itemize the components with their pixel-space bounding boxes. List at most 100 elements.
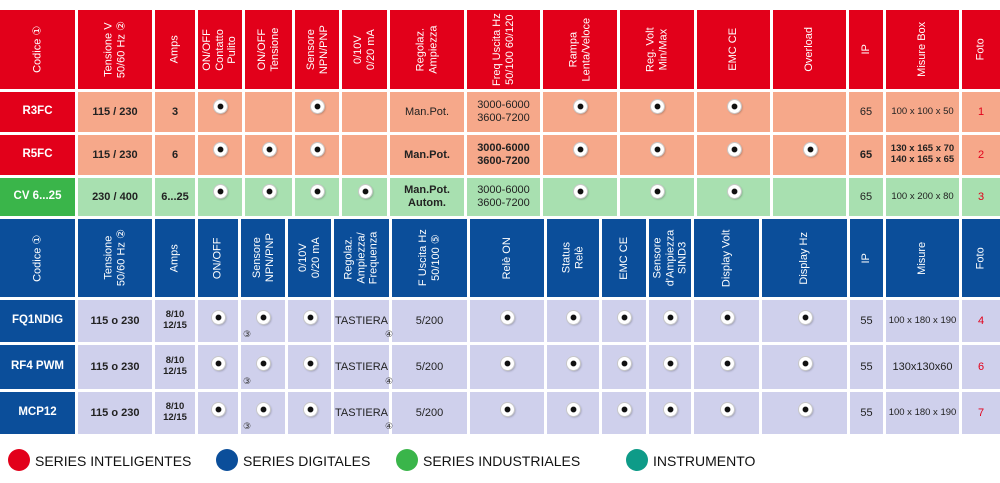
t2-r2-c6: TASTIERA [334,392,389,434]
t2-r1-c15: 130x130x60 [886,345,959,389]
feature-dot-icon [262,143,276,156]
t1-header-15-text: Foto [974,38,987,61]
t2-header-7: F Uscita Hz 50/100 ⑤ [392,219,467,297]
t2-header-3: ON/OFF [198,219,238,297]
feature-dot-icon [311,143,324,156]
t2-header-4: Sensore NPN/PNP [241,219,285,297]
t1-r2-c8-text: 3000-6000 3600-7200 [477,184,530,209]
t2-header-2-text: Amps [168,243,181,273]
t1-r0-c13: 65 [849,92,883,132]
t2-r2-c2-text: 8/10 12/15 [163,401,187,423]
t1-row-code: R5FC [0,135,75,175]
t1-header-5-text: Sensore NPN/PNP [304,25,329,74]
t1-r0-c13-text: 65 [859,105,873,118]
t1-r1-c15: 2 [962,135,1000,175]
t1-r0-c8: 3000-6000 3600-7200 [467,92,540,132]
t1-r1-c15-text: 2 [977,148,985,161]
t2-r1-c16-text: 6 [977,360,985,373]
feature-dot-icon [618,311,631,324]
t2-r1-c7-text: 5/200 [415,360,444,373]
t1-r1-c7: Man.Pot. [390,135,464,175]
t2-r0-c7: 5/200 [392,300,467,342]
t2-header-10-text: EMC CE [617,236,630,280]
t1-r2-c13-text: 65 [859,190,873,203]
t1-r0-c2-text: 3 [171,105,179,118]
feature-dot-icon [798,311,812,324]
t2-header-7-text: F Uscita Hz 50/100 ⑤ [416,229,442,287]
t2-r2-c7: 5/200 [392,392,467,434]
t1-header-4: ON/OFF Tensione [245,10,292,89]
feature-dot-icon [303,403,317,416]
t2-r2-c15-text: 100 x 180 x 190 [888,406,957,418]
t1-r1-c13-text: 65 [859,148,873,161]
feature-dot-icon [303,357,317,370]
t1-r0-c15-text: 1 [977,105,985,118]
feature-dot-icon [798,357,812,370]
t2-header-9-text: Status Relè [560,242,585,274]
t1-r0-c4 [245,92,292,132]
feature-dot-icon [257,403,270,416]
t2-r1-c1: 115 o 230 [78,345,152,389]
t2-r2-c6-text: TASTIERA [335,406,388,419]
feature-dot-icon [303,311,317,324]
t1-r2-c8: 3000-6000 3600-7200 [467,178,540,216]
t1-r0-c8-text: 3000-6000 3600-7200 [477,99,530,124]
t2-r1-c6-text: TASTIERA [335,360,388,373]
t2-r0-c6: TASTIERA [334,300,389,342]
t1-header-7: Regolaz. Ampiezza [390,10,464,89]
t1-r1-c1: 115 / 230 [78,135,152,175]
t1-r1-c8: 3000-6000 3600-7200 [467,135,540,175]
feature-dot-icon [214,100,227,113]
t1-header-7-text: Regolaz. Ampiezza [414,25,439,74]
t2-row-code: RF4 PWM [0,345,75,389]
legend-label: SERIES DIGITALES [243,453,371,469]
feature-dot-icon [803,143,817,156]
t1-header-1: Tensione V 50/60 Hz ② [78,10,152,89]
legend-color-swatch [216,449,238,471]
feature-dot-icon [212,403,225,416]
t2-r1-c14-text: 55 [860,360,873,373]
t2-r1-c2-text: 8/10 12/15 [163,355,187,377]
t2-r1-c1-text: 115 o 230 [90,360,140,373]
t2-row-code-text: MCP12 [18,406,57,419]
t1-header-11: EMC CE [697,10,770,89]
t2-r1-c2: 8/10 12/15 [155,345,195,389]
t1-r1-c7-text: Man.Pot. [404,148,450,161]
t1-r0-c7: Man.Pot. [390,92,464,132]
feature-dot-icon [574,185,587,198]
t2-r2-c7-text: 5/200 [415,406,444,419]
t2-header-2: Amps [155,219,195,297]
t1-r2-c1-text: 230 / 400 [92,190,138,203]
t2-header-9: Status Relè [547,219,599,297]
feature-dot-icon [311,100,324,113]
legend-label: SERIES INTELIGENTES [35,453,192,469]
t1-header-9-text: Rampa Lenta/Veloce [567,17,592,82]
t2-r0-c2-text: 8/10 12/15 [163,309,187,331]
legend-label: SERIES INDUSTRIALES [423,453,581,469]
footnote-marker: ④ [385,376,394,386]
t1-r0-c14: 100 x 100 x 50 [886,92,959,132]
t1-r2-c1: 230 / 400 [78,178,152,216]
t2-header-6-text: Regolaz. Ampiezza/ Frequenza [342,231,380,285]
feature-dot-icon [720,357,734,370]
t2-r2-c14-text: 55 [860,406,873,419]
t2-r1-c15-text: 130x130x60 [892,360,953,373]
t1-r1-c2: 6 [155,135,195,175]
t2-r0-c2: 8/10 12/15 [155,300,195,342]
t2-r0-c14: 55 [850,300,883,342]
t2-r1-c16: 6 [962,345,1000,389]
t2-header-14-text: IP [860,252,873,264]
t1-header-14: Misure Box [886,10,959,89]
t2-row-code: FQ1NDIG [0,300,75,342]
t2-r0-c16-text: 4 [977,314,985,327]
footnote-marker: ③ [243,376,252,386]
feature-dot-icon [358,185,372,198]
t2-r2-c1-text: 115 o 230 [90,406,140,419]
t1-r0-c1-text: 115 / 230 [92,105,138,118]
feature-dot-icon [651,100,664,113]
feature-dot-icon [501,357,514,370]
t2-header-13-text: Display Hz [798,231,811,285]
t1-r0-c12 [773,92,846,132]
t1-r2-c2: 6...25 [155,178,195,216]
t2-row-code-text: FQ1NDIG [11,314,64,327]
